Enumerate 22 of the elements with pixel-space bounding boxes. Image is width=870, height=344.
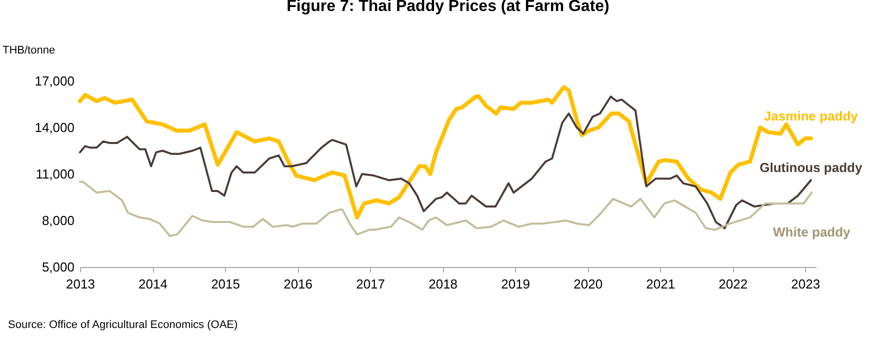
x-tick-label: 2022 (718, 276, 748, 292)
series-label: White paddy (773, 224, 852, 240)
y-axis-title: THB/tonne (2, 44, 56, 56)
y-tick-label: 5,000 (42, 260, 74, 274)
x-tick-label: 2013 (66, 276, 95, 292)
x-tick-label: 2023 (791, 276, 820, 292)
x-tick-label: 2020 (574, 276, 603, 292)
y-tick-label: 14,000 (34, 120, 74, 135)
x-tick-label: 2016 (284, 276, 312, 292)
line-series (79, 180, 813, 237)
y-tick-label: 8,000 (42, 213, 74, 228)
x-tick-label: 2014 (138, 276, 168, 292)
y-tick-label: 11,000 (36, 166, 74, 182)
x-tick-label: 2019 (501, 276, 530, 292)
x-tick-label: 2021 (646, 276, 676, 292)
x-tick-label: 2017 (356, 276, 386, 292)
x-tick-label: 2015 (211, 276, 240, 292)
x-tick-label: 2018 (428, 276, 458, 292)
series-label: Jasmine paddy (764, 108, 859, 124)
source-note: Source: Office of Agricultural Economics (OAE) (8, 319, 238, 331)
y-tick-label: 17,000 (34, 74, 74, 88)
series-label: Glutinous paddy (760, 160, 863, 176)
